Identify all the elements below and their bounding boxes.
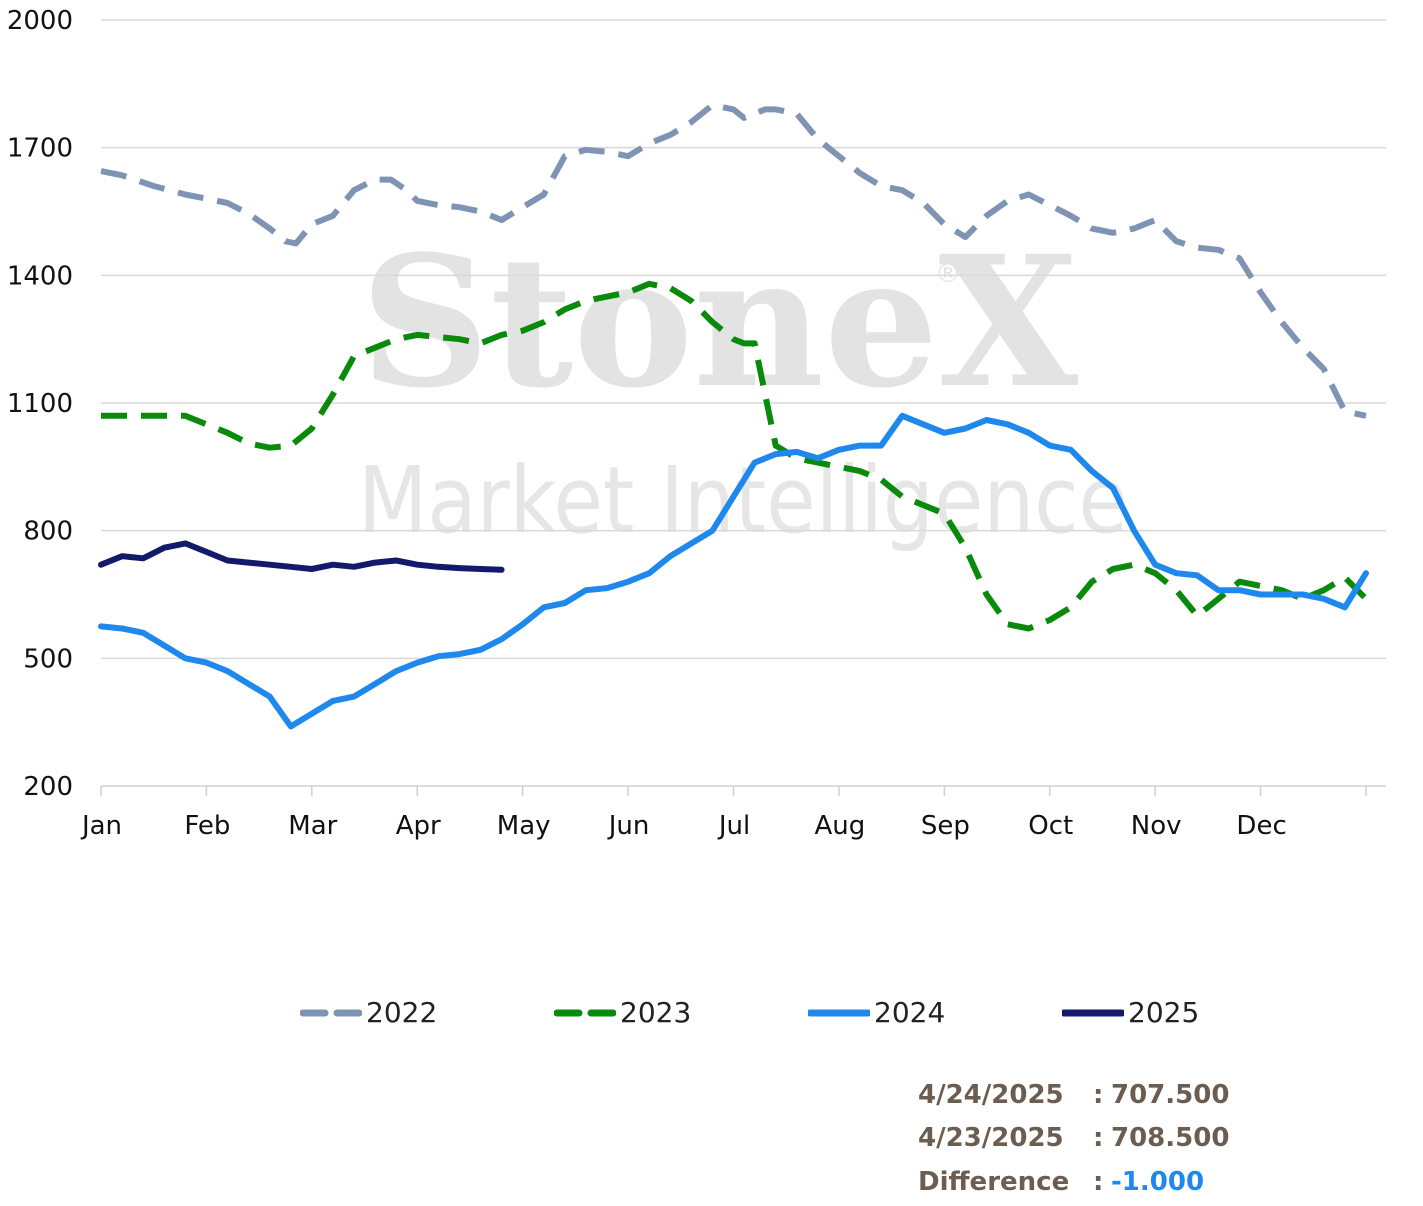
watermark: StoneX ® Market Intelligence	[358, 217, 1128, 554]
y-axis-ticks: 200 500 800 1100 1400 1700 2000	[7, 6, 73, 802]
x-tick-label: Jul	[717, 811, 750, 841]
series-line-2024	[98, 412, 1369, 730]
info-difference-label: Difference	[918, 1167, 1070, 1197]
legend-2022: 2022	[300, 996, 437, 1029]
legend-swatch-2024	[808, 1009, 870, 1016]
info-value-current: 707.500	[1111, 1080, 1230, 1110]
series-line-2022	[100, 102, 1367, 419]
legend-swatch-2023	[554, 1009, 616, 1016]
x-tick-label: Jun	[607, 811, 650, 841]
info-value-previous: 708.500	[1111, 1123, 1230, 1153]
y-tick-label: 200	[23, 772, 73, 802]
badge-2025: 0,71 mlh	[1050, 925, 1178, 955]
y-tick-label: 1700	[7, 134, 73, 164]
badge-2024: 0,63 mlh	[796, 925, 925, 955]
info-colon: :	[1093, 1080, 1104, 1110]
info-date-current: 4/24/2025	[918, 1080, 1064, 1110]
legend-2024: 2024	[808, 996, 945, 1029]
badge-2022: 1,56 mlh	[303, 926, 431, 956]
gridlines	[101, 19, 1386, 660]
info-row-current: 4/24/2025 : 707.500	[918, 1080, 1229, 1110]
legend-label-2022: 2022	[366, 996, 438, 1029]
x-tick-label: Oct	[1028, 811, 1073, 841]
x-tick-label: Dec	[1236, 811, 1286, 841]
x-tick-label: Feb	[184, 811, 230, 841]
y-tick-label: 1400	[7, 261, 73, 291]
watermark-tagline: Market Intelligence	[358, 447, 1128, 554]
watermark-brand: StoneX	[360, 217, 1079, 428]
watermark-registered: ®	[935, 259, 961, 289]
info-date-previous: 4/23/2025	[918, 1123, 1064, 1153]
y-tick-label: 2000	[7, 6, 73, 36]
x-axis: Jan Feb Mar Apr May Jun Jul Aug Sep Oct Nov Dec	[80, 785, 1386, 841]
x-tick-label: May	[497, 811, 551, 841]
legend-label-2023: 2023	[620, 996, 692, 1029]
legend-swatch-2025	[1062, 1009, 1124, 1016]
legend-label-2025: 2025	[1128, 996, 1200, 1029]
info-row-previous: 4/23/2025 : 708.500	[918, 1123, 1229, 1153]
legend-2023: 2023	[554, 996, 691, 1029]
x-tick-label: Nov	[1131, 811, 1182, 841]
x-tick-label: Aug	[815, 811, 866, 841]
x-tick-label: Sep	[921, 811, 970, 841]
legend-label-2024: 2024	[874, 996, 946, 1029]
series-line-2023	[101, 280, 1369, 632]
series-lines	[98, 102, 1369, 730]
x-tick-label: Apr	[396, 811, 441, 841]
badge-2023: 1,3 mlh	[557, 927, 667, 957]
series-line-2025	[98, 540, 505, 573]
info-colon: :	[1093, 1167, 1104, 1197]
info-difference-value: -1.000	[1111, 1167, 1205, 1197]
line-chart: StoneX ® Market Intelligence 200 500 800 11…	[7, 6, 1386, 841]
y-tick-label: 1100	[7, 389, 73, 419]
x-tick-label: Jan	[80, 811, 122, 841]
info-row-difference: Difference : -1.000	[918, 1167, 1204, 1197]
info-colon: :	[1093, 1123, 1104, 1153]
legend-swatch-2022	[300, 1009, 362, 1016]
legend-2025: 2025	[1062, 996, 1199, 1029]
y-tick-label: 800	[23, 517, 73, 547]
y-tick-label: 500	[23, 644, 73, 674]
x-tick-label: Mar	[288, 811, 337, 841]
